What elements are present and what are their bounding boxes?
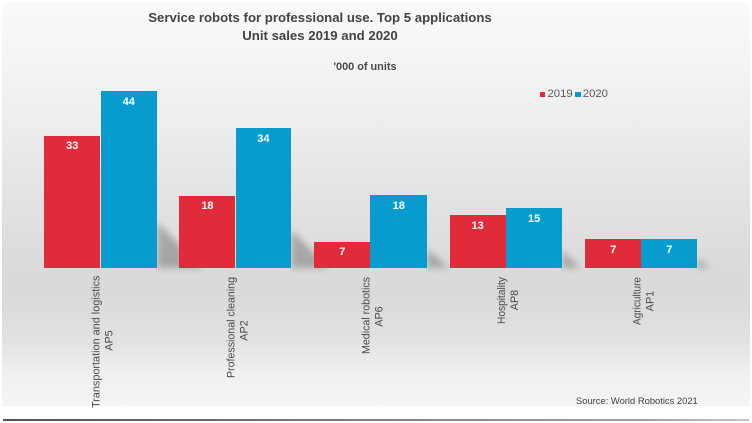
svg-text:Transportation and logistics: Transportation and logistics: [91, 275, 103, 408]
svg-text:AP6: AP6: [373, 306, 385, 326]
svg-text:Agriculture: Agriculture: [631, 277, 643, 325]
svg-text:Hospitality: Hospitality: [496, 276, 508, 324]
svg-text:AP5: AP5: [104, 330, 116, 350]
svg-text:AP2: AP2: [239, 320, 251, 340]
svg-text:AP8: AP8: [509, 290, 521, 310]
svg-text:Medical robotics: Medical robotics: [360, 276, 372, 354]
svg-text:Professional cleaning: Professional cleaning: [226, 277, 238, 378]
svg-text:AP1: AP1: [644, 291, 656, 311]
